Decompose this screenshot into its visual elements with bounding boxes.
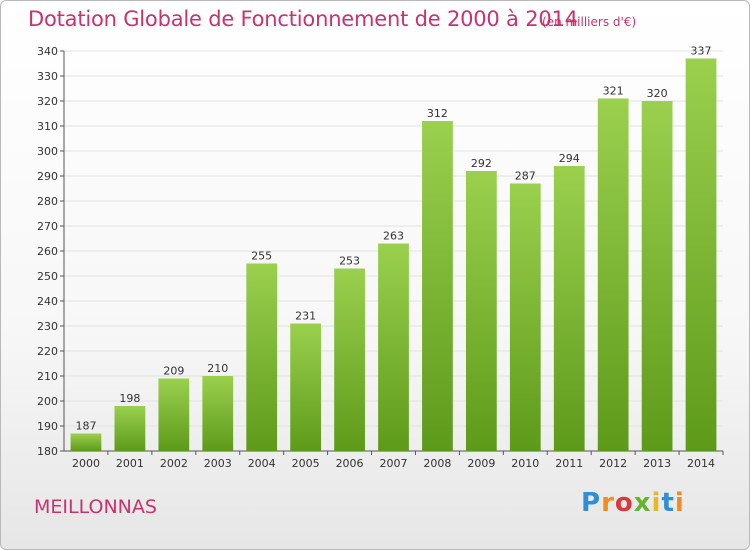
chart-title: Dotation Globale de Fonctionnement de 20… — [28, 7, 578, 31]
bar-2007 — [378, 243, 409, 451]
bar-2000 — [70, 433, 102, 451]
x-tick-label: 2014 — [687, 457, 715, 470]
y-tick-label: 220 — [37, 345, 58, 358]
bar-2013 — [641, 101, 673, 451]
bar-value-label: 321 — [603, 85, 624, 98]
proxiti-logo: Proxiti — [581, 488, 685, 518]
bar-2001 — [114, 406, 146, 451]
y-tick-label: 240 — [37, 295, 58, 308]
y-tick-label: 330 — [37, 70, 58, 83]
bar-2006 — [334, 268, 365, 451]
y-tick-label: 230 — [37, 320, 58, 333]
bar-value-label: 187 — [75, 420, 96, 433]
bar-value-label: 320 — [647, 87, 668, 100]
x-tick-label: 2008 — [423, 457, 451, 470]
y-tick-label: 260 — [37, 245, 58, 258]
x-tick-label: 2001 — [116, 457, 144, 470]
commune-name: MEILLONNAS — [34, 496, 157, 518]
bar-value-label: 255 — [251, 250, 272, 263]
bar-value-label: 198 — [119, 392, 140, 405]
bar-2003 — [202, 376, 234, 451]
bar-value-label: 294 — [559, 152, 580, 165]
y-tick-label: 200 — [37, 395, 58, 408]
bar-value-label: 287 — [515, 170, 536, 183]
y-tick-label: 190 — [37, 420, 58, 433]
y-tick-label: 310 — [37, 120, 58, 133]
bar-2014 — [685, 58, 717, 451]
bar-value-label: 292 — [471, 157, 492, 170]
x-tick-label: 2010 — [511, 457, 539, 470]
x-tick-labels: 2000 2001 2002 2003 2004 2005 2006 2007 2008 2009… — [72, 451, 724, 470]
y-tick-label: 210 — [37, 370, 58, 383]
bar-2012 — [597, 98, 629, 451]
bar-value-label: 263 — [383, 230, 404, 243]
bar-value-label: 337 — [691, 45, 712, 58]
x-tick-label: 2004 — [248, 457, 276, 470]
bar-2005 — [290, 323, 322, 451]
bar-2011 — [553, 166, 585, 451]
x-tick-label: 2006 — [336, 457, 364, 470]
y-tick-label: 250 — [37, 270, 58, 283]
bar-value-label: 253 — [339, 255, 360, 268]
x-tick-label: 2012 — [599, 457, 627, 470]
bar-2004 — [246, 263, 278, 451]
y-tick-label: 180 — [37, 445, 58, 458]
y-tick-label: 290 — [37, 170, 58, 183]
y-tick-label: 280 — [37, 195, 58, 208]
bar-2010 — [509, 183, 541, 451]
x-tick-label: 2003 — [204, 457, 232, 470]
bar-value-label: 312 — [427, 107, 448, 120]
x-tick-label: 2011 — [555, 457, 583, 470]
x-tick-label: 2000 — [72, 457, 100, 470]
y-tick-label: 340 — [37, 45, 58, 58]
bars: 187 198 209 210 255 231 253 263 312 292 287 294 321 3… — [70, 45, 717, 451]
bar-value-label: 210 — [207, 362, 228, 375]
y-tick-label: 320 — [37, 95, 58, 108]
bar-value-label: 209 — [163, 365, 184, 378]
y-tick-labels: 180 190 200 210 220 230 240 250 260 270 280 290 300 3… — [37, 45, 58, 458]
bar-2008 — [422, 121, 453, 451]
x-tick-label: 2002 — [160, 457, 188, 470]
bar-2009 — [465, 171, 497, 451]
x-tick-label: 2009 — [467, 457, 495, 470]
x-tick-label: 2005 — [292, 457, 320, 470]
y-tick-label: 270 — [37, 220, 58, 233]
x-tick-label: 2013 — [643, 457, 671, 470]
x-tick-label: 2007 — [380, 457, 408, 470]
y-tick-label: 300 — [37, 145, 58, 158]
unit-note: (en milliers d'€) — [542, 15, 637, 29]
bar-value-label: 231 — [295, 310, 316, 323]
bar-2002 — [158, 378, 190, 451]
